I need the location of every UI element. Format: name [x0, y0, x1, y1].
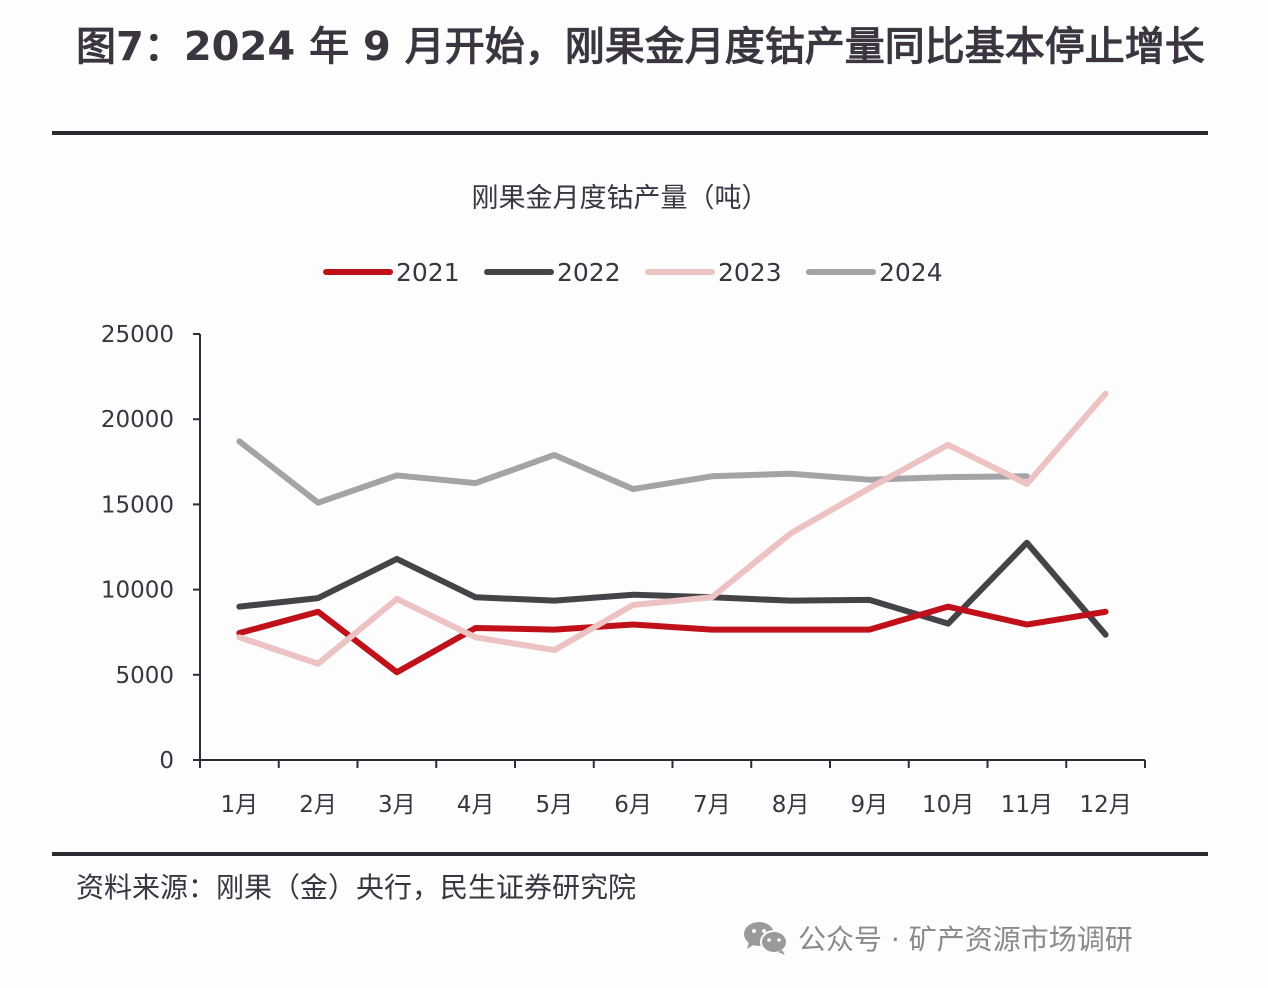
y-tick-label: 0 — [159, 748, 174, 774]
watermark: 公众号 · 矿产资源市场调研 — [742, 918, 1133, 958]
figure-title: 图7：2024 年 9 月开始，刚果金月度钴产量同比基本停止增长 — [76, 24, 1205, 70]
legend-label: 2024 — [879, 258, 943, 287]
x-tick-label: 1月 — [221, 792, 259, 818]
y-tick-label: 15000 — [101, 492, 174, 518]
legend-label: 2022 — [557, 258, 621, 287]
x-tick-label: 2月 — [299, 792, 337, 818]
legend-label: 2021 — [396, 258, 460, 287]
x-tick-label: 11月 — [1001, 792, 1053, 818]
legend-item-2023: 2023 — [645, 258, 782, 287]
legend-item-2021: 2021 — [323, 258, 460, 287]
y-tick-label: 5000 — [115, 663, 174, 689]
x-tick-label: 8月 — [772, 792, 810, 818]
x-tick-label: 6月 — [614, 792, 652, 818]
series-lines — [236, 390, 1109, 676]
title-divider — [52, 131, 1208, 135]
line-chart: 刚果金月度钴产量（吨） 2021 2022 2023 2024 0 5000 10000 1… — [101, 183, 1146, 818]
y-tick-label: 10000 — [101, 578, 174, 604]
wechat-icon — [742, 920, 790, 956]
x-tick-label: 3月 — [378, 792, 416, 818]
x-tick-label: 10月 — [922, 792, 974, 818]
source-divider — [52, 852, 1208, 856]
legend-item-2022: 2022 — [484, 258, 621, 287]
x-tick-label: 9月 — [851, 792, 889, 818]
series-line-2021 — [236, 603, 1109, 676]
axes: 0 5000 10000 15000 20000 25000 1月 2月 3月 4月 5月 6月 7月 8… — [101, 322, 1146, 818]
series-line-2024 — [236, 438, 1030, 506]
legend-label: 2023 — [718, 258, 782, 287]
y-tick-label: 25000 — [101, 322, 174, 348]
x-tick-label: 7月 — [693, 792, 731, 818]
x-tick-label: 12月 — [1079, 792, 1131, 818]
chart-title: 刚果金月度钴产量（吨） — [472, 183, 769, 214]
y-tick-label: 20000 — [101, 407, 174, 433]
series-line-2023 — [236, 390, 1109, 667]
x-tick-label: 5月 — [536, 792, 574, 818]
watermark-text: 公众号 · 矿产资源市场调研 — [798, 923, 1133, 956]
source-note: 资料来源：刚果（金）央行，民生证券研究院 — [76, 871, 637, 904]
legend: 2021 2022 2023 2024 — [323, 258, 943, 287]
x-tick-label: 4月 — [457, 792, 495, 818]
legend-item-2024: 2024 — [806, 258, 943, 287]
